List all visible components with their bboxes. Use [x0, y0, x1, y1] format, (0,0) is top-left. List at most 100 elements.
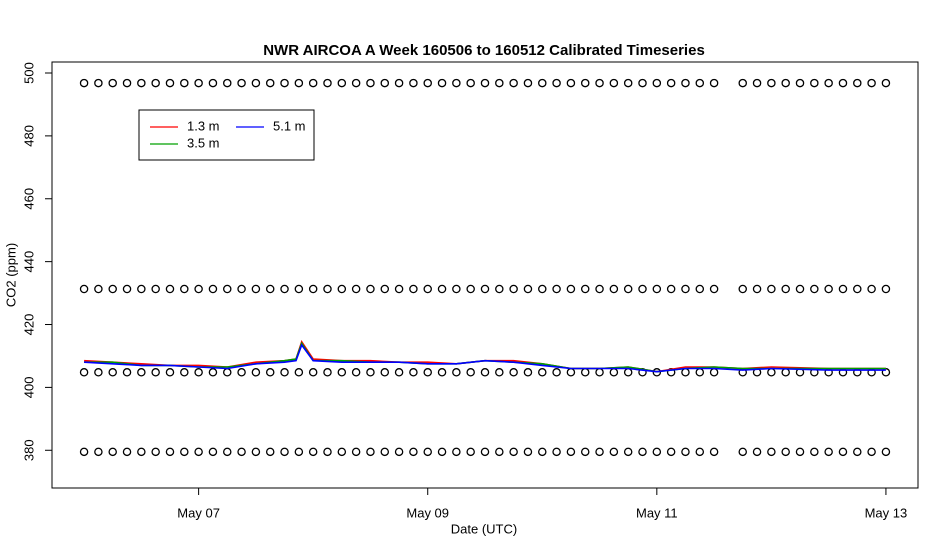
- calibration-point: [323, 78, 332, 88]
- calibration-point: [409, 447, 418, 457]
- calibration-point: [251, 368, 261, 377]
- calibration-point: [495, 368, 504, 377]
- calibration-point: [452, 447, 461, 457]
- calibration-point: [681, 368, 690, 377]
- calibration-point: [566, 447, 576, 457]
- calibration-point: [194, 78, 203, 88]
- calibration-point: [452, 368, 461, 377]
- y-tick-label: 480: [21, 125, 36, 147]
- calibration-point: [380, 447, 390, 457]
- calibration-point: [480, 447, 490, 457]
- calibration-point: [738, 284, 747, 294]
- x-tick-label: May 07: [177, 505, 220, 520]
- calibration-point: [480, 284, 490, 294]
- calibration-point: [194, 447, 203, 457]
- calibration-point: [94, 368, 103, 377]
- calibration-point: [838, 78, 848, 88]
- y-tick-label: 460: [21, 188, 36, 210]
- calibration-point: [180, 78, 189, 88]
- calibration-point: [223, 284, 232, 294]
- legend-label: 1.3 m: [187, 118, 220, 133]
- calibration-point: [666, 78, 676, 88]
- calibration-point: [538, 284, 547, 294]
- calibration-point: [94, 284, 103, 294]
- calibration-point: [638, 284, 647, 294]
- calibration-point: [122, 368, 132, 377]
- calibration-point: [767, 368, 776, 377]
- calibration-point: [509, 368, 518, 377]
- calibration-point: [609, 78, 619, 88]
- calibration-point: [165, 78, 175, 88]
- legend-box: [138, 109, 315, 161]
- calibration-point: [380, 368, 390, 377]
- calibration-point: [137, 78, 146, 88]
- calibration-point: [452, 284, 461, 294]
- calibration-point: [466, 447, 475, 457]
- x-tick-label: May 11: [636, 505, 678, 520]
- calibration-point: [237, 447, 246, 457]
- calibration-point: [810, 284, 819, 294]
- calibration-point: [824, 284, 833, 294]
- calibration-point: [638, 447, 647, 457]
- calibration-point: [523, 78, 533, 88]
- calibration-point: [824, 447, 833, 457]
- plot-frame: [51, 61, 919, 489]
- calibration-point: [609, 368, 619, 377]
- calibration-point: [666, 447, 676, 457]
- calibration-point: [523, 284, 533, 294]
- calibration-point: [237, 368, 246, 377]
- calibration-point: [194, 368, 203, 377]
- calibration-point: [580, 447, 590, 457]
- calibration-point: [623, 284, 633, 294]
- calibration-point: [280, 368, 289, 377]
- calibration-point: [767, 284, 776, 294]
- calibration-point: [580, 368, 590, 377]
- calibration-point: [452, 78, 461, 88]
- calibration-point: [394, 78, 404, 88]
- calibration-point: [795, 284, 805, 294]
- calibration-point: [137, 447, 146, 457]
- calibration-point: [709, 78, 719, 88]
- calibration-point: [423, 78, 432, 88]
- calibration-point: [280, 284, 289, 294]
- calibration-point: [108, 284, 117, 294]
- calibration-point: [853, 78, 862, 88]
- calibration-point: [509, 284, 518, 294]
- calibration-point: [767, 447, 776, 457]
- calibration-point: [867, 78, 876, 88]
- calibration-point: [165, 447, 175, 457]
- calibration-point: [437, 447, 447, 457]
- calibration-point: [666, 284, 676, 294]
- calibration-point: [609, 284, 619, 294]
- calibration-point: [122, 78, 132, 88]
- calibration-point: [810, 78, 819, 88]
- calibration-point: [265, 368, 275, 377]
- calibration-point: [409, 78, 418, 88]
- calibration-point: [781, 368, 790, 377]
- calibration-point: [337, 368, 347, 377]
- calibration-point: [853, 447, 862, 457]
- calibration-point: [838, 447, 848, 457]
- calibration-point: [881, 447, 891, 457]
- calibration-point: [466, 284, 475, 294]
- calibration-point: [165, 284, 175, 294]
- calibration-point: [824, 78, 833, 88]
- calibration-point: [781, 78, 790, 88]
- legend-label: 5.1 m: [273, 118, 306, 133]
- calibration-point: [652, 368, 662, 377]
- calibration-point: [595, 78, 604, 88]
- calibration-point: [595, 447, 604, 457]
- y-tick-label: 380: [21, 439, 36, 461]
- calibration-point: [609, 447, 619, 457]
- y-axis-label: CO2 (ppm): [3, 243, 18, 307]
- calibration-point: [552, 78, 561, 88]
- calibration-point: [623, 368, 633, 377]
- calibration-point: [337, 78, 347, 88]
- calibration-point: [738, 447, 747, 457]
- calibration-point: [538, 447, 547, 457]
- calibration-point: [566, 284, 576, 294]
- calibration-point: [538, 368, 547, 377]
- calibration-point: [180, 284, 189, 294]
- calibration-point: [523, 368, 533, 377]
